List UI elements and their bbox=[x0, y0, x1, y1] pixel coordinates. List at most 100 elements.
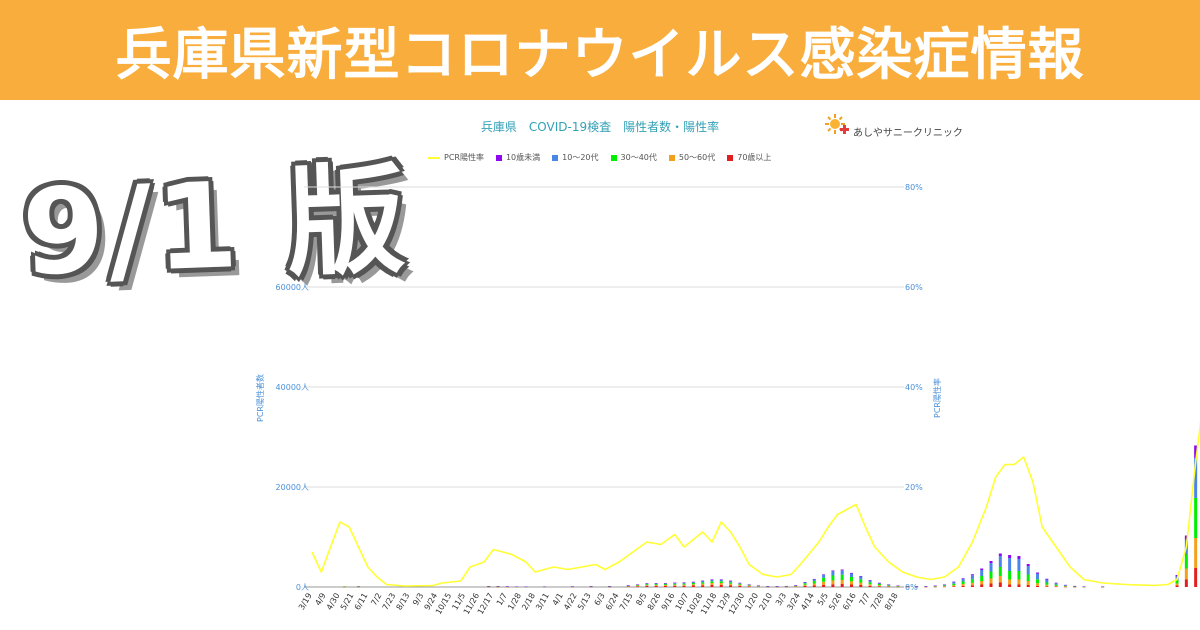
bar-segment bbox=[1045, 579, 1049, 583]
bar-segment bbox=[877, 586, 881, 587]
bar-segment bbox=[887, 586, 891, 588]
bar-segment bbox=[868, 580, 872, 581]
right-axis-label: PCR陽性率 bbox=[932, 378, 942, 418]
right-axis: 0% 20% 40% 60% 80% bbox=[905, 183, 923, 592]
bar-segment bbox=[719, 579, 723, 582]
bar-segment bbox=[673, 584, 677, 586]
bar-segment bbox=[691, 583, 695, 585]
bar-segment bbox=[654, 584, 658, 585]
bar-segment bbox=[933, 586, 937, 588]
x-tick-label: 2/10 bbox=[757, 592, 774, 612]
bar-segment bbox=[1073, 586, 1077, 587]
bar-segment bbox=[794, 585, 798, 586]
x-tick-label: 9/16 bbox=[660, 592, 677, 612]
bar-segment bbox=[654, 585, 658, 586]
bar-segment bbox=[1036, 579, 1040, 584]
bar-segment bbox=[1017, 584, 1021, 587]
legend-label: 30～40代 bbox=[620, 153, 657, 162]
bar-segment bbox=[1063, 584, 1067, 586]
bar-segment bbox=[626, 585, 630, 586]
bar-segment bbox=[343, 586, 347, 587]
bar-segment bbox=[645, 584, 649, 586]
bar-segment bbox=[654, 583, 658, 585]
x-tick-label: 4/14 bbox=[799, 592, 816, 612]
bar-segment bbox=[887, 584, 891, 586]
bar-segment bbox=[1054, 583, 1058, 585]
x-tick-label: 6/16 bbox=[841, 592, 858, 612]
left-tick-label: 60000人 bbox=[276, 283, 309, 292]
bar-segment bbox=[943, 586, 947, 587]
bar-segment bbox=[1194, 445, 1198, 458]
bar-segment bbox=[1073, 586, 1077, 588]
bar-segment bbox=[989, 583, 993, 587]
bar-segment bbox=[729, 580, 733, 582]
legend-item: 30～40代 bbox=[610, 152, 657, 163]
bar-segment bbox=[626, 586, 630, 587]
bar-segment bbox=[719, 581, 723, 583]
bar-segment bbox=[859, 576, 863, 577]
bar-segment bbox=[1008, 558, 1012, 571]
bar-segment bbox=[756, 586, 760, 587]
bar-segment bbox=[1194, 568, 1198, 587]
bar-segment bbox=[933, 586, 937, 587]
bar-segment bbox=[691, 582, 695, 583]
bar-segment bbox=[1054, 585, 1058, 587]
x-axis: 3/19 4/94/305/216/11 7/27/238/13 9/39/2410/… bbox=[297, 592, 900, 616]
bar-segment bbox=[747, 584, 751, 585]
bar-segment bbox=[1184, 554, 1188, 569]
bar-segment bbox=[933, 586, 937, 587]
bar-segment bbox=[822, 574, 826, 578]
left-axis-label: PCR陽性者数 bbox=[255, 374, 265, 422]
bar-segment bbox=[1036, 573, 1040, 580]
legend-swatch bbox=[610, 154, 617, 161]
right-tick-label: 60% bbox=[905, 283, 923, 292]
bar-segment bbox=[859, 585, 863, 587]
bar-segment bbox=[645, 583, 649, 584]
bar-segment bbox=[803, 583, 807, 585]
bar-segment bbox=[998, 576, 1002, 583]
bar-segment bbox=[645, 583, 649, 585]
bar-segment bbox=[849, 573, 853, 577]
legend-swatch bbox=[495, 154, 502, 161]
bar-segment bbox=[663, 585, 667, 586]
bar-segment bbox=[980, 570, 984, 576]
bar-segment bbox=[691, 581, 695, 583]
bar-segment bbox=[543, 586, 547, 588]
bar-segment bbox=[989, 563, 993, 572]
x-tick-label: 5/21 bbox=[339, 592, 356, 612]
bar-segment bbox=[998, 582, 1002, 587]
bar-segment bbox=[1054, 584, 1058, 586]
bar-segment bbox=[747, 586, 751, 587]
bar-segment bbox=[710, 579, 714, 580]
bar-segment bbox=[682, 582, 686, 583]
x-tick-label: 8/26 bbox=[646, 592, 663, 612]
bar-segment bbox=[747, 585, 751, 587]
right-tick-label: 80% bbox=[905, 183, 923, 192]
bar-segment bbox=[868, 585, 872, 587]
bar-segment bbox=[924, 586, 928, 587]
bar-segment bbox=[1175, 580, 1179, 584]
bar-segment bbox=[487, 586, 491, 588]
x-tick-label: 3/19 bbox=[297, 592, 314, 612]
bar-segment bbox=[877, 584, 881, 586]
legend-item: PCR陽性率 bbox=[428, 152, 484, 163]
bar-segment bbox=[654, 583, 658, 584]
bar-segment bbox=[943, 585, 947, 587]
x-tick-label: 3/11 bbox=[534, 592, 551, 612]
bar-segment bbox=[505, 586, 509, 587]
bar-segment bbox=[691, 585, 695, 587]
legend-item: 10歳未満 bbox=[495, 152, 540, 163]
bar-segment bbox=[645, 585, 649, 586]
bar-segment bbox=[859, 576, 863, 580]
bar-segment bbox=[831, 575, 835, 581]
legend-swatch bbox=[668, 154, 675, 161]
right-tick-label: 20% bbox=[905, 483, 923, 492]
bar-segment bbox=[1017, 556, 1021, 559]
bar-segment bbox=[998, 567, 1002, 576]
bar-segment bbox=[775, 586, 779, 587]
bar-segment bbox=[496, 586, 500, 587]
bar-segment bbox=[887, 585, 891, 587]
bar-segment bbox=[747, 585, 751, 586]
legend-item: 70歳以上 bbox=[727, 152, 771, 163]
x-tick-label: 3/24 bbox=[785, 592, 802, 612]
